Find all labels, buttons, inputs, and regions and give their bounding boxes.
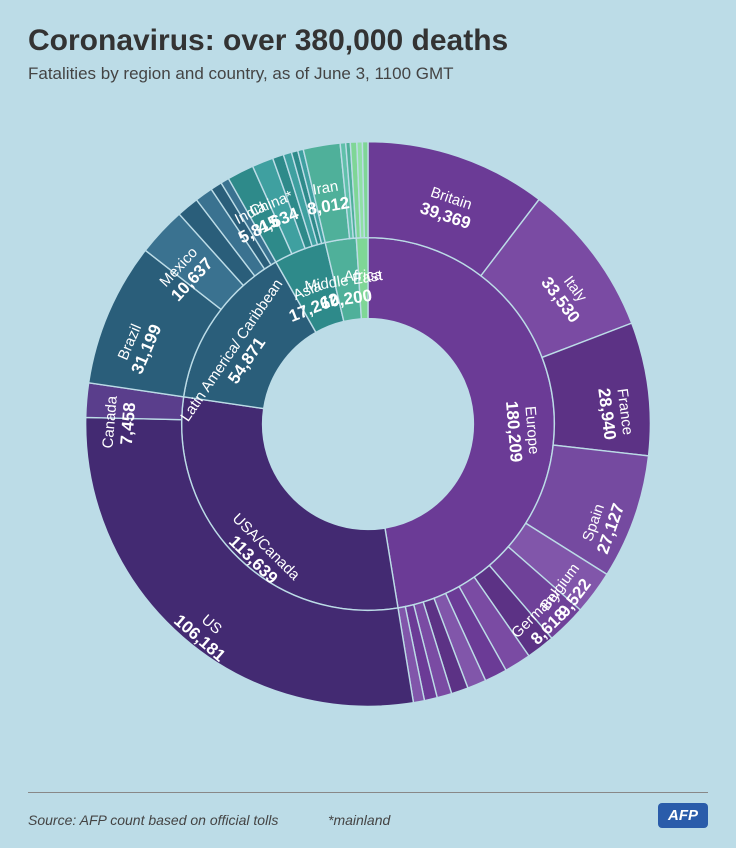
chart-subtitle: Fatalities by region and country, as of … — [28, 64, 708, 84]
infographic-container: Coronavirus: over 380,000 deaths Fatalit… — [0, 0, 736, 848]
donut-hole — [266, 322, 469, 525]
footnote: *mainland — [328, 812, 390, 828]
source-text: Source: AFP count based on official toll… — [28, 812, 278, 828]
chart-title: Coronavirus: over 380,000 deaths — [28, 24, 708, 58]
afp-logo: AFP — [658, 803, 708, 828]
footer: Source: AFP count based on official toll… — [28, 792, 708, 828]
sunburst-svg — [28, 104, 708, 744]
sunburst-chart: Britain39,369Italy33,530France28,940Spai… — [28, 104, 708, 744]
